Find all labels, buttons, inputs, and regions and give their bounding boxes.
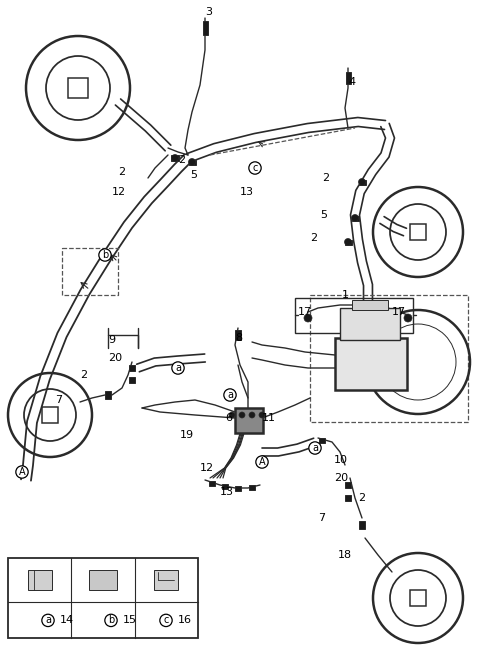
Text: 18: 18	[338, 550, 352, 560]
Text: a: a	[175, 363, 181, 373]
Text: a: a	[45, 615, 51, 625]
Bar	[295, 298, 413, 333]
Circle shape	[351, 215, 359, 222]
Circle shape	[105, 578, 111, 584]
Text: 2: 2	[118, 167, 125, 177]
Bar	[222, 484, 228, 488]
Circle shape	[359, 179, 365, 186]
Circle shape	[189, 158, 195, 166]
Text: 5: 5	[320, 210, 327, 220]
Text: 2: 2	[358, 493, 365, 503]
Text: 17: 17	[392, 307, 406, 317]
Circle shape	[304, 314, 312, 322]
Text: 3: 3	[205, 7, 212, 17]
Circle shape	[229, 412, 235, 418]
Text: A: A	[259, 457, 265, 467]
Text: c: c	[163, 615, 168, 625]
Bar	[68, 78, 88, 98]
Text: 2: 2	[322, 173, 329, 183]
Text: 5: 5	[190, 170, 197, 180]
Bar	[352, 300, 388, 310]
Text: 1: 1	[342, 290, 349, 300]
Circle shape	[239, 412, 245, 418]
Text: 12: 12	[112, 187, 126, 197]
Circle shape	[249, 412, 255, 418]
Text: a: a	[227, 390, 233, 400]
Text: 14: 14	[60, 615, 74, 625]
Text: 6: 6	[225, 413, 232, 423]
Text: 7: 7	[55, 395, 62, 405]
Bar	[42, 407, 59, 423]
Text: 13: 13	[220, 487, 234, 497]
Bar	[319, 437, 325, 443]
Text: 4: 4	[348, 77, 355, 87]
Bar	[359, 521, 365, 529]
Bar	[129, 365, 135, 371]
Bar	[89, 570, 117, 591]
Text: b: b	[108, 615, 114, 625]
Text: 8: 8	[235, 333, 242, 343]
Text: 15: 15	[123, 615, 137, 625]
Text: 13: 13	[240, 187, 254, 197]
Text: 10: 10	[334, 455, 348, 465]
Circle shape	[404, 314, 412, 322]
Bar	[345, 482, 351, 488]
Text: 7: 7	[318, 513, 325, 523]
Bar	[249, 484, 255, 490]
Bar	[189, 160, 195, 164]
Bar	[346, 72, 350, 84]
Text: 20: 20	[108, 353, 122, 363]
Text: 16: 16	[178, 615, 192, 625]
Bar	[129, 377, 135, 383]
Circle shape	[345, 239, 351, 246]
Bar	[203, 21, 207, 35]
Bar	[8, 558, 198, 638]
Text: b: b	[102, 250, 108, 260]
Bar	[335, 338, 407, 390]
Text: 9: 9	[108, 335, 115, 345]
Bar	[235, 486, 241, 490]
Circle shape	[100, 578, 106, 584]
Bar	[409, 224, 426, 241]
Bar	[235, 330, 241, 340]
Bar	[105, 391, 111, 399]
Bar	[359, 179, 365, 185]
Text: 2: 2	[178, 155, 185, 165]
Text: 12: 12	[200, 463, 214, 473]
Bar	[345, 495, 351, 501]
Text: 2: 2	[310, 233, 317, 243]
Bar	[409, 589, 426, 606]
Bar	[235, 408, 263, 433]
Text: 19: 19	[180, 430, 194, 440]
Bar	[340, 308, 400, 340]
Text: 11: 11	[262, 413, 276, 423]
Text: a: a	[312, 443, 318, 453]
Bar	[209, 481, 215, 486]
Text: c: c	[252, 163, 258, 173]
Text: 20: 20	[334, 473, 348, 483]
Text: A: A	[19, 467, 25, 477]
Bar	[345, 239, 351, 244]
Text: 17: 17	[298, 307, 312, 317]
Bar	[28, 570, 52, 591]
Circle shape	[95, 578, 101, 584]
Bar	[171, 155, 179, 161]
Text: 2: 2	[80, 370, 87, 380]
Bar	[155, 570, 179, 591]
Bar	[351, 216, 359, 220]
Circle shape	[259, 412, 265, 418]
Circle shape	[171, 155, 179, 162]
